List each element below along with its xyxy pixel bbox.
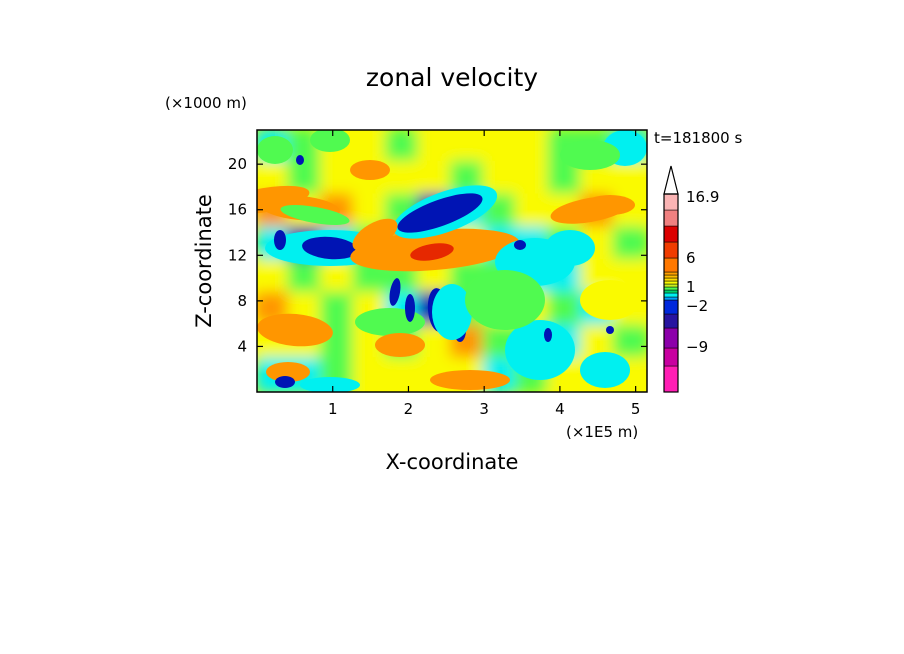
x-tick-label-0: 1 — [328, 400, 338, 418]
colorbar-label-1: 6 — [686, 249, 696, 267]
colorbar-level-13 — [663, 271, 679, 276]
colorbar-level-10 — [663, 280, 679, 285]
field-cell — [515, 160, 552, 198]
contour-blob — [410, 243, 454, 261]
colorbar-overflow-arrow — [663, 165, 679, 195]
contour-blob — [505, 320, 575, 380]
colorbar-level-16 — [663, 225, 679, 243]
colorbar-level-0 — [663, 365, 679, 393]
time-label: t=181800 s — [654, 129, 742, 147]
contour-blob — [300, 377, 360, 392]
contour-blob — [405, 294, 415, 322]
colorbar-label-4: −9 — [686, 338, 708, 356]
contour-blob — [302, 236, 358, 260]
colorbar-level-1 — [663, 347, 679, 367]
contour-blob — [545, 230, 595, 266]
y-tick-label-4: 20 — [228, 155, 247, 173]
field-cell — [515, 130, 552, 165]
field-cell — [450, 130, 487, 165]
x-axis: 1 2 3 4 5 — [328, 130, 640, 418]
contour-blob — [274, 230, 286, 250]
y-axis-title: Z-coordinate — [192, 194, 216, 328]
contour-blob — [280, 205, 350, 225]
colorbar-level-18 — [663, 193, 679, 211]
x-tick-label-2: 3 — [479, 400, 489, 418]
field-cell — [612, 160, 647, 198]
field-cell — [385, 160, 422, 198]
y-tick-label-1: 8 — [237, 292, 247, 310]
contour-blob — [544, 328, 552, 342]
contour-blob — [257, 313, 333, 347]
colorbar-label-2: 1 — [686, 278, 696, 296]
y-tick-label-0: 4 — [237, 337, 247, 355]
field-cell — [352, 357, 389, 392]
colorbar-level-8 — [663, 286, 679, 291]
contour-blob — [310, 130, 350, 152]
field-cell — [385, 357, 422, 392]
contour-blob — [266, 362, 310, 382]
contour-blob — [465, 270, 545, 330]
x-unit-label: (×1E5 m) — [566, 423, 638, 441]
contour-blob — [606, 326, 614, 334]
colorbar-level-17 — [663, 209, 679, 227]
y-axis: 4 8 12 16 20 — [228, 155, 647, 355]
colorbar-level-5 — [663, 296, 679, 301]
x-axis-title: X-coordinate — [386, 450, 519, 474]
colorbar-level-6 — [663, 292, 679, 298]
colorbar-level-14 — [663, 257, 679, 273]
field-cell — [320, 291, 357, 329]
colorbar-level-3 — [663, 313, 679, 329]
contour-blob — [580, 352, 630, 388]
contour-field — [257, 130, 647, 392]
field-cell — [417, 130, 454, 165]
contour-blob — [585, 195, 635, 215]
y-tick-label-3: 16 — [228, 201, 247, 219]
colorbar-level-9 — [663, 283, 679, 288]
field-cell — [612, 226, 647, 263]
contour-blob — [580, 280, 640, 320]
field-cell — [482, 130, 519, 165]
y-unit-label: (×1000 m) — [165, 94, 247, 112]
colorbar-level-11 — [663, 277, 679, 282]
field-cell — [320, 160, 357, 198]
contour-blob — [375, 333, 425, 357]
colorbar-frame — [663, 193, 679, 393]
y-tick-label-2: 12 — [228, 246, 247, 264]
x-tick-label-4: 5 — [631, 400, 641, 418]
colorbar-label-0: 16.9 — [686, 188, 719, 206]
x-tick-label-1: 2 — [404, 400, 414, 418]
field-cell — [352, 130, 389, 165]
colorbar-level-4 — [663, 299, 679, 315]
colorbar-label-3: −2 — [686, 297, 708, 315]
colorbar-level-2 — [663, 327, 679, 349]
contour-blob — [560, 140, 620, 170]
field-cell — [515, 193, 552, 231]
contour-blob — [514, 240, 526, 250]
field-cell — [257, 259, 292, 296]
contour-blob — [275, 376, 295, 388]
contour-blob — [430, 370, 510, 390]
x-tick-label-3: 4 — [555, 400, 565, 418]
colorbar-level-12 — [663, 274, 679, 279]
chart-title: zonal velocity — [366, 63, 538, 92]
plot-frame — [256, 129, 648, 393]
colorbar: 16.9 6 1−2 −9 — [663, 165, 719, 393]
colorbar-level-15 — [663, 241, 679, 259]
contour-blob — [432, 284, 472, 340]
contour-blob — [257, 136, 293, 164]
contour-blob — [350, 160, 390, 180]
colorbar-level-7 — [663, 289, 679, 294]
contour-blob — [296, 155, 304, 165]
contour-blob — [397, 193, 483, 233]
field-cell — [385, 130, 422, 165]
contour-blob — [389, 278, 401, 306]
contour-blob — [352, 218, 398, 252]
